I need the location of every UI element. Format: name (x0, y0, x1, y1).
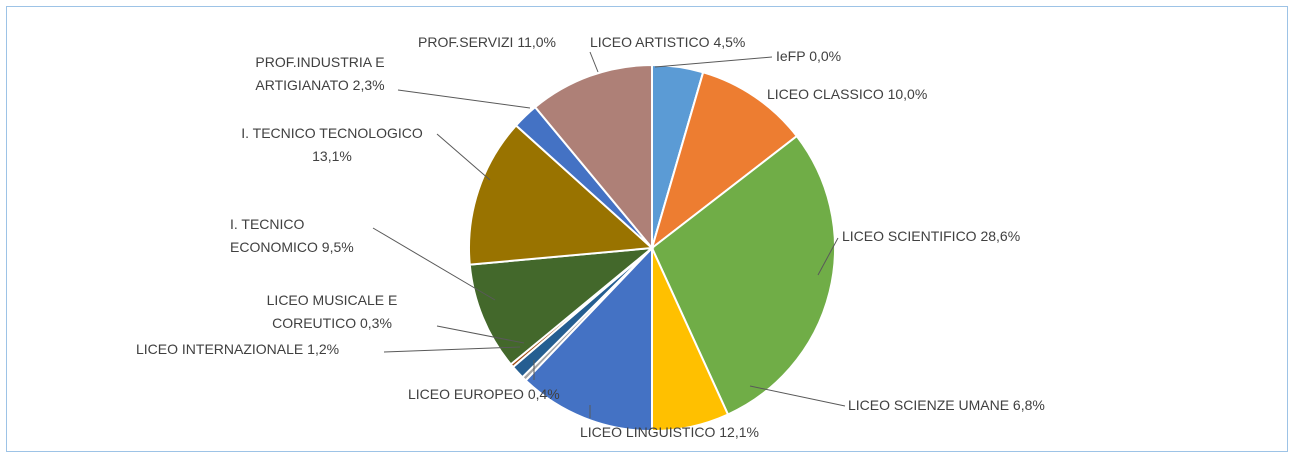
value-label: 0,4% (527, 386, 560, 402)
category-label: LICEO SCIENTIFICO (842, 228, 977, 244)
data-label: LICEO MUSICALE E COREUTICO 0,3% (262, 289, 402, 335)
leader-line (817, 237, 839, 276)
data-label: LICEO SCIENTIFICO 28,6% (842, 225, 1072, 248)
category-label: LICEO CLASSICO (767, 86, 884, 102)
data-label: PROF.SERVIZI 11,0% (418, 31, 598, 54)
data-label: I. TECNICO TECNOLOGICO 13,1% (222, 122, 442, 168)
pie-slice (533, 63, 653, 251)
leader-line (397, 89, 531, 109)
category-label: I. TECNICO ECONOMICO (230, 216, 318, 255)
category-label: I. TECNICO TECNOLOGICO (241, 125, 423, 141)
value-label: 0,3% (359, 315, 392, 331)
leader-line (654, 56, 773, 68)
data-label: IeFP 0,0% (776, 45, 876, 68)
value-label: 4,5% (713, 34, 746, 50)
category-label: IeFP (776, 48, 806, 64)
category-label: LICEO INTERNAZIONALE (136, 341, 304, 357)
value-label: 11,0% (517, 34, 556, 50)
category-label: LICEO MUSICALE E COREUTICO (266, 292, 398, 331)
data-label: LICEO LINGUISTICO 12,1% (580, 421, 810, 444)
value-label: 13,1% (312, 148, 352, 164)
leader-line (436, 325, 525, 344)
value-label: 0,0% (809, 48, 842, 64)
leader-line (372, 227, 496, 301)
category-label: LICEO LINGUISTICO (580, 424, 716, 440)
leader-line (383, 346, 521, 353)
category-label: PROF.SERVIZI (418, 34, 514, 50)
leader-line (589, 51, 599, 73)
leader-line (436, 133, 491, 181)
data-label: PROF.INDUSTRIA E ARTIGIANATO 2,3% (235, 51, 405, 97)
pie-slice (650, 71, 799, 251)
category-label: LICEO EUROPEO (408, 386, 524, 402)
data-label: LICEO SCIENZE UMANE 6,8% (848, 394, 1088, 417)
data-label: LICEO INTERNAZIONALE 1,2% (136, 338, 396, 361)
value-label: 1,2% (307, 341, 340, 357)
category-label: LICEO ARTISTICO (590, 34, 710, 50)
value-label: 28,6% (980, 228, 1021, 244)
category-label: PROF.INDUSTRIA E ARTIGIANATO (255, 54, 385, 93)
data-label: LICEO EUROPEO 0,4% (408, 383, 598, 406)
chart-frame (6, 6, 1288, 452)
data-label: LICEO ARTISTICO 4,5% (590, 31, 780, 54)
value-label: 6,8% (1012, 397, 1045, 413)
pie-slice (468, 246, 656, 366)
data-label: LICEO CLASSICO 10,0% (767, 83, 967, 106)
value-label: 10,0% (887, 86, 928, 102)
value-label: 2,3% (352, 77, 385, 93)
pie-slice (524, 245, 653, 433)
data-label: I. TECNICO ECONOMICO 9,5% (230, 213, 380, 259)
pie-slice (468, 124, 655, 266)
value-label: 9,5% (321, 239, 354, 255)
value-label: 12,1% (719, 424, 759, 440)
category-label: LICEO SCIENZE UMANE (848, 397, 1010, 413)
leader-line (749, 385, 846, 407)
pie-slice (650, 134, 836, 416)
